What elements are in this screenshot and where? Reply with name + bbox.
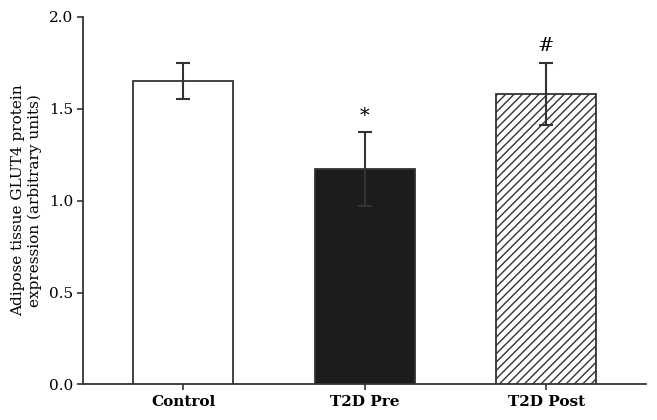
Bar	[133, 81, 233, 384]
Bar	[315, 169, 415, 384]
Bar	[496, 94, 596, 384]
Text: #: #	[538, 37, 555, 55]
Y-axis label: Adipose tissue GLUT4 protein
expression (arbitrary units): Adipose tissue GLUT4 protein expression …	[11, 85, 42, 316]
Text: *: *	[360, 107, 369, 125]
